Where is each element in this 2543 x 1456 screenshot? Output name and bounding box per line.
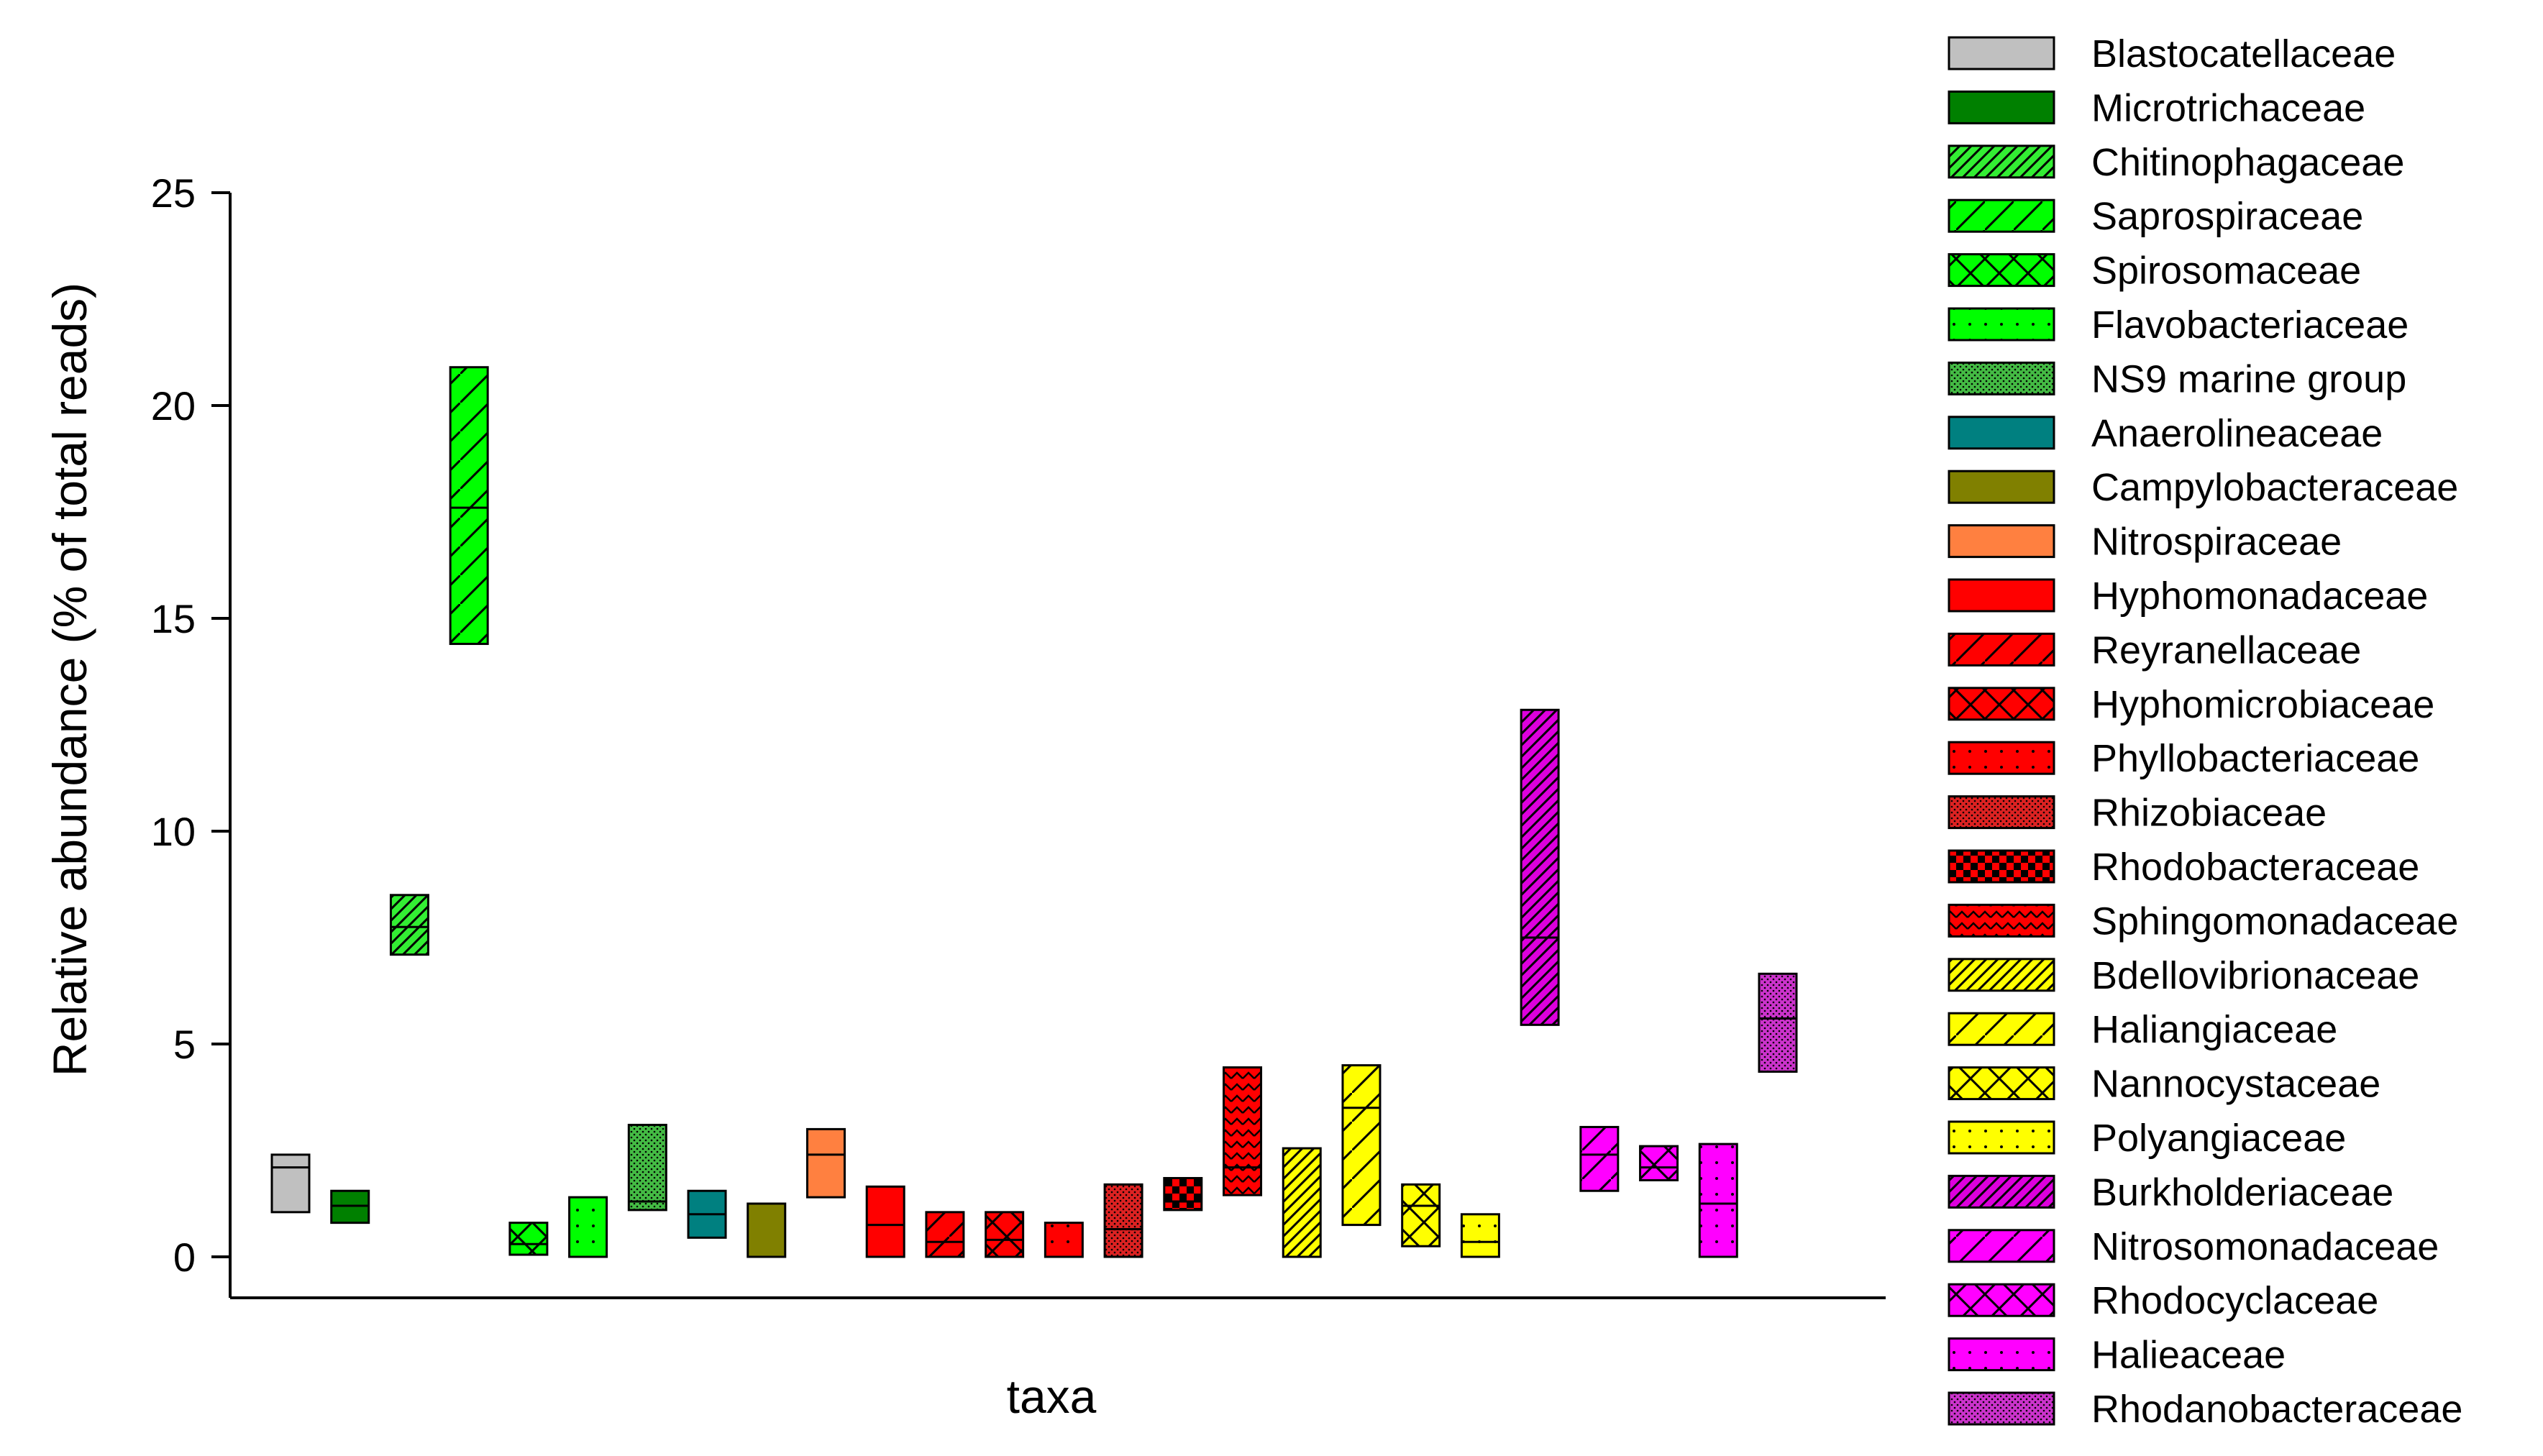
legend-swatch — [1948, 687, 2055, 721]
legend-swatch — [1948, 1012, 2055, 1046]
legend-swatch — [1948, 903, 2055, 938]
legend-swatch — [1948, 361, 2055, 395]
legend-label: Halieaceae — [2091, 1334, 2286, 1377]
legend-label: Anaerolineaceae — [2091, 412, 2383, 455]
legend-swatch — [1948, 632, 2055, 667]
y-tick-label: 0 — [173, 1235, 196, 1280]
y-tick-label: 25 — [151, 170, 196, 216]
bar-flavobacteriaceae — [568, 1196, 608, 1258]
legend-label: Flavobacteriaceae — [2091, 303, 2409, 347]
bar-phyllobacteriaceae — [1044, 1222, 1084, 1258]
legend-swatch — [1948, 1174, 2055, 1209]
legend-swatch — [1948, 145, 2055, 179]
legend-label: Polyangiaceae — [2091, 1117, 2346, 1160]
bar-rhizobiaceae — [1103, 1183, 1143, 1258]
legend-label: Rhodanobacteraceae — [2091, 1388, 2462, 1431]
legend-swatch — [1948, 1229, 2055, 1263]
legend-label: Haliangiaceae — [2091, 1008, 2337, 1051]
legend-swatch — [1948, 307, 2055, 342]
legend-label: Sphingomonadaceae — [2091, 899, 2458, 943]
legend-swatch — [1948, 198, 2055, 233]
legend-label: Rhizobiaceae — [2091, 792, 2327, 835]
y-tick-label: 5 — [173, 1022, 196, 1067]
legend-label: Reyranellaceae — [2091, 628, 2361, 672]
bar-rhodobacteraceae — [1163, 1176, 1203, 1212]
bar-halieaceae — [1698, 1143, 1738, 1258]
legend-swatch — [1948, 1120, 2055, 1155]
bar-burkholderiaceae — [1520, 708, 1560, 1026]
legend-swatch — [1948, 795, 2055, 830]
legend-label: Bdellovibrionaceae — [2091, 954, 2419, 997]
legend-label: Rhodocyclaceae — [2091, 1279, 2378, 1322]
legend-label: Rhodobacteraceae — [2091, 846, 2419, 889]
bar-rhodanobacteraceae — [1758, 972, 1798, 1073]
axes: 0 5 10 15 20 25 — [151, 170, 1886, 1299]
legend-swatch — [1948, 958, 2055, 992]
legend-swatch — [1948, 253, 2055, 288]
legend-label: Phyllobacteriaceae — [2091, 737, 2419, 780]
legend-swatch — [1948, 524, 2055, 559]
legend-swatch — [1948, 416, 2055, 450]
legend-swatch — [1948, 1391, 2055, 1426]
legend-label: Microtrichaceae — [2091, 86, 2365, 129]
bar-rhodocyclaceae — [1639, 1145, 1679, 1181]
bar-chitinophagaceae — [389, 894, 429, 956]
legend: Blastocatellaceae Microtrichaceae Chitinop… — [1948, 32, 2462, 1431]
legend-label: Hyphomicrobiaceae — [2091, 683, 2434, 726]
legend-label: Chitinophagaceae — [2091, 141, 2404, 184]
y-tick-label: 10 — [151, 809, 196, 854]
y-axis-title: Relative abundance (% of total reads) — [43, 283, 96, 1076]
legend-label: Blastocatellaceae — [2091, 32, 2396, 75]
bar-campylobacteraceae — [747, 1202, 787, 1258]
bars — [270, 366, 1798, 1258]
y-tick-label: 15 — [151, 596, 196, 641]
bar-haliangiaceae — [1341, 1064, 1382, 1227]
legend-label: Hyphomonadaceae — [2091, 574, 2428, 618]
legend-swatch — [1948, 1337, 2055, 1372]
legend-label: Saprospiraceae — [2091, 195, 2363, 238]
legend-swatch — [1948, 1066, 2055, 1101]
legend-label: Burkholderiaceae — [2091, 1171, 2393, 1214]
bar-hyphomicrobiaceae — [985, 1211, 1025, 1258]
bar-sphingomonadaceae — [1223, 1066, 1263, 1196]
bar-nannocystaceae — [1401, 1183, 1441, 1247]
bar-reyranellaceae — [925, 1211, 965, 1258]
bar-spirosomaceae — [508, 1222, 549, 1256]
bar-polyangiaceae — [1460, 1213, 1500, 1258]
legend-swatch — [1948, 470, 2055, 504]
bar-hyphomonadaceae — [865, 1185, 905, 1258]
y-tick-label: 20 — [151, 383, 196, 429]
legend-swatch — [1948, 1283, 2055, 1317]
bar-bdellovibrionaceae — [1282, 1147, 1322, 1258]
legend-swatch — [1948, 36, 2055, 70]
x-axis-title: taxa — [1007, 1370, 1097, 1423]
legend-label: NS9 marine group — [2091, 357, 2406, 400]
legend-label: Nitrospiraceae — [2091, 521, 2342, 564]
legend-label: Nitrosomonadaceae — [2091, 1225, 2439, 1268]
legend-label: Spirosomaceae — [2091, 249, 2361, 293]
bar-ns9-marine-group — [627, 1123, 667, 1212]
bar-saprospiraceae — [449, 366, 489, 646]
legend-label: Nannocystaceae — [2091, 1063, 2380, 1106]
bar-blastocatellaceae — [270, 1153, 311, 1214]
legend-swatch — [1948, 90, 2055, 124]
bar-nitrospiraceae — [805, 1127, 846, 1199]
legend-swatch — [1948, 849, 2055, 884]
legend-swatch — [1948, 741, 2055, 775]
legend-swatch — [1948, 578, 2055, 613]
legend-label: Campylobacteraceae — [2091, 466, 2458, 509]
bar-nitrosomonadaceae — [1579, 1125, 1620, 1192]
